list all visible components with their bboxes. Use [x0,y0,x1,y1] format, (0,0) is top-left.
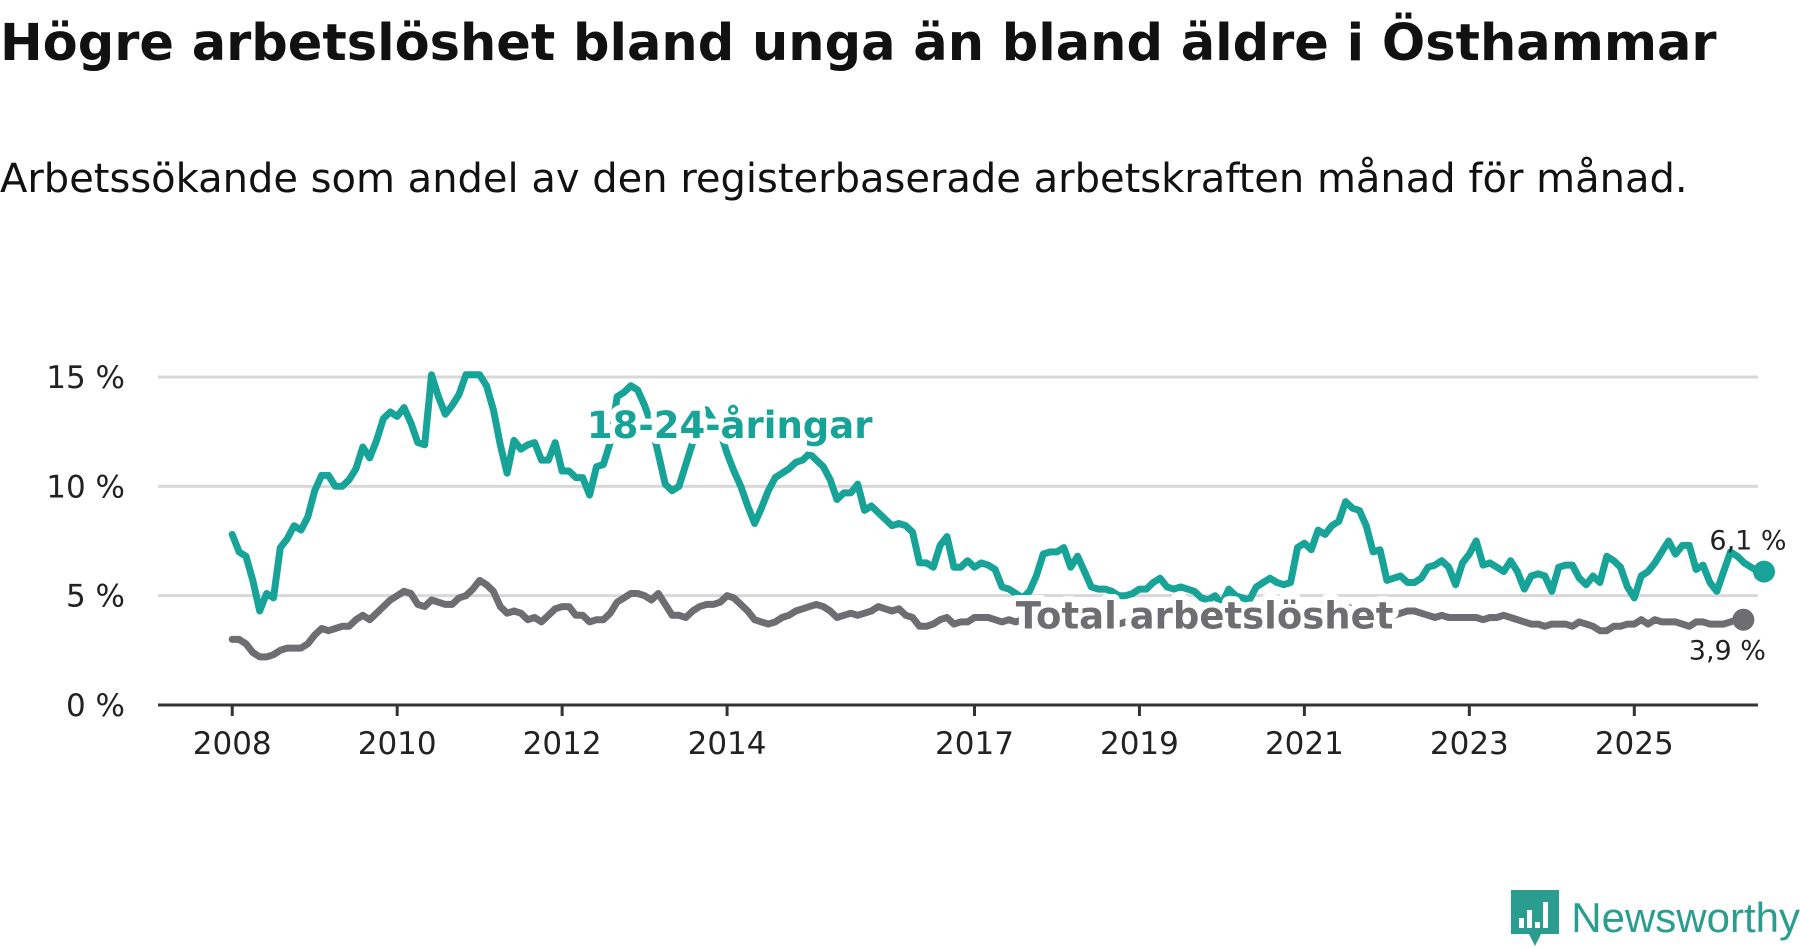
series-label-youth: 18-24-åringar [587,404,873,447]
x-tick-label: 2021 [1265,726,1344,762]
y-axis-labels: 0 % 5 % 10 % 15 % [46,360,125,724]
end-marker-total [1732,608,1755,631]
gridlines [158,375,1758,598]
x-tick-label: 2019 [1100,726,1179,762]
series-lines [228,371,1775,661]
series-labels: 6,1 % 3,9 % 18-24-åringar Total arbetslöshe… [581,398,1787,667]
series-line-total [228,576,1741,661]
y-tick-label: 10 % [46,469,125,505]
end-marker-youth [1752,560,1775,583]
x-tick-label: 2014 [688,726,767,762]
x-tick-label: 2010 [358,726,437,762]
x-tick-label: 2012 [523,726,602,762]
chart-title: Högre arbetslöshet bland unga än bland ä… [0,14,1717,73]
x-axis: 2008 2010 2012 2014 2017 2019 2021 2023 2025 [158,703,1758,762]
series-label-total: Total arbetslöshet [1016,594,1394,637]
series-line-youth [228,371,1762,615]
brand-name: Newsworthy [1571,894,1800,941]
end-label-youth: 6,1 % [1709,526,1786,557]
x-tick-label: 2008 [193,726,272,762]
x-tick-label: 2017 [935,726,1014,762]
newsworthy-logo[interactable]: Newsworthy [1509,888,1800,948]
bar-chart-logo-icon [1511,890,1560,946]
y-tick-label: 15 % [46,360,125,396]
y-tick-label: 0 % [66,688,125,724]
y-tick-label: 5 % [66,579,125,615]
x-tick-label: 2025 [1595,726,1674,762]
x-tick-label: 2023 [1430,726,1509,762]
end-label-total: 3,9 % [1689,636,1766,667]
chart-subtitle: Arbetssökande som andel av den registerb… [0,156,1688,202]
